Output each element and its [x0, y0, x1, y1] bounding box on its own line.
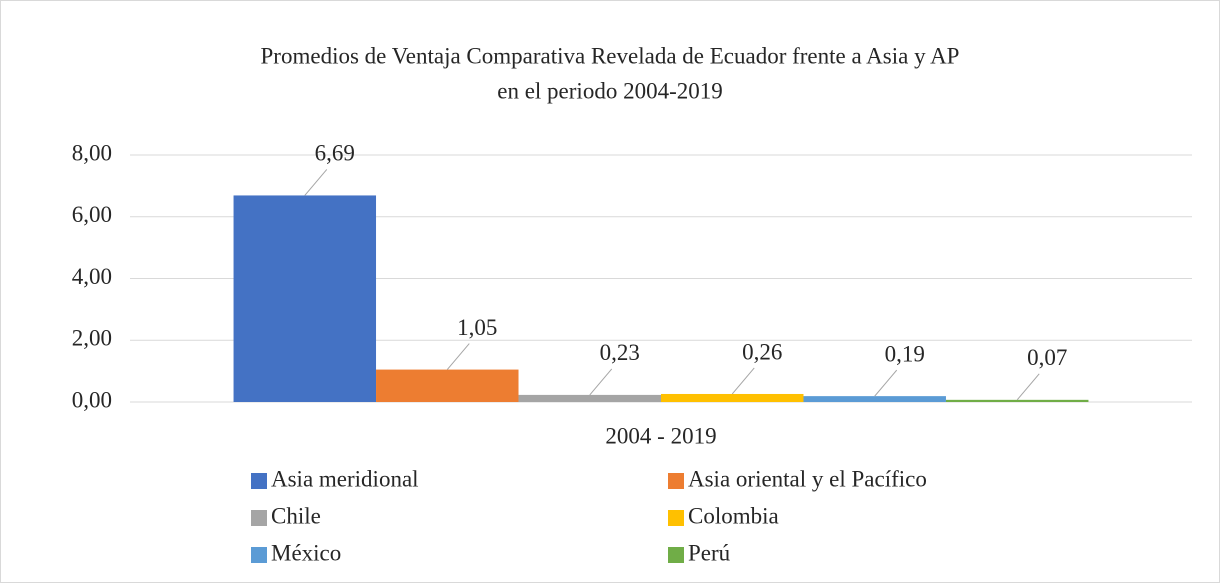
legend-swatch: [668, 473, 684, 489]
legend-swatch: [251, 473, 267, 489]
label-leader: [446, 343, 470, 370]
value-label: 0,23: [600, 340, 640, 365]
legend-label: Asia oriental y el Pacífico: [688, 466, 927, 491]
label-leader: [874, 369, 898, 397]
value-label: 0,26: [742, 339, 782, 364]
legend-label: Colombia: [688, 503, 779, 528]
legend-label: Perú: [688, 540, 731, 565]
legend-label: México: [271, 540, 341, 565]
chart-title: en el periodo 2004-2019: [497, 78, 722, 103]
bar: [518, 394, 661, 402]
label-leader: [1016, 373, 1040, 401]
value-label: 0,07: [1027, 345, 1067, 370]
x-tick-label: 2004 - 2019: [605, 423, 716, 448]
legend-swatch: [251, 547, 267, 563]
legend-swatch: [668, 547, 684, 563]
legend-label: Asia meridional: [271, 466, 419, 491]
bar: [233, 195, 377, 402]
chart-title: Promedios de Ventaja Comparativa Revelad…: [261, 43, 960, 68]
y-tick-label: 8,00: [72, 140, 112, 165]
legend-label: Chile: [271, 503, 321, 528]
bar: [945, 399, 1089, 402]
label-leader: [304, 169, 328, 196]
bar: [376, 369, 519, 402]
value-label: 6,69: [315, 141, 355, 166]
y-tick-label: 4,00: [72, 264, 112, 289]
bar: [661, 393, 804, 402]
bar: [803, 396, 946, 402]
y-tick-label: 0,00: [72, 387, 112, 412]
value-label: 0,19: [885, 341, 925, 366]
y-tick-label: 2,00: [72, 326, 112, 351]
legend-swatch: [251, 510, 267, 526]
legend-swatch: [668, 510, 684, 526]
label-leader: [731, 367, 755, 395]
value-label: 1,05: [457, 315, 497, 340]
label-leader: [589, 368, 613, 396]
y-tick-label: 6,00: [72, 202, 112, 227]
